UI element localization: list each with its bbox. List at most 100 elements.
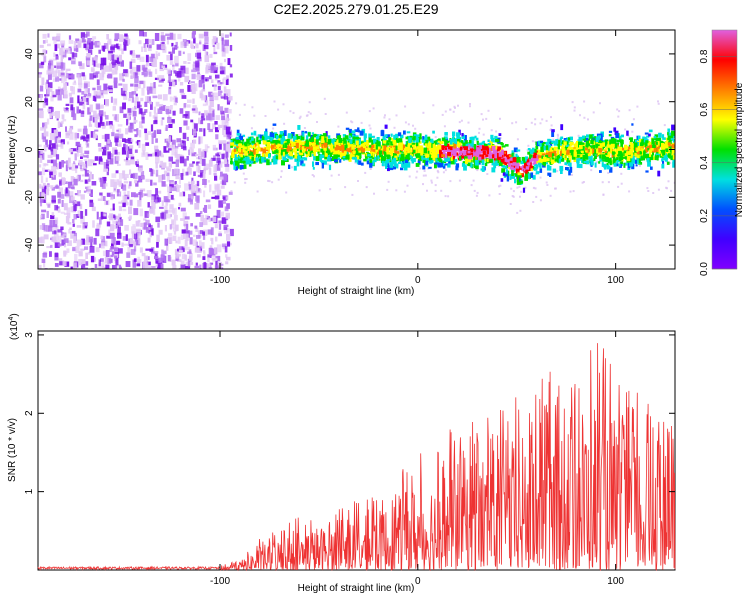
heatmap-faint-cell: [490, 129, 493, 132]
heatmap-band-cell: [564, 162, 568, 165]
heatmap-noise-cell: [161, 117, 165, 120]
heatmap-band-cell: [538, 140, 541, 145]
heatmap-faint-cell: [486, 173, 489, 175]
heatmap-band-cell: [441, 137, 446, 142]
heatmap-band-cell: [313, 150, 316, 157]
heatmap-band-cell: [271, 140, 276, 146]
heatmap-band-cell: [266, 159, 270, 166]
heatmap-band-cell: [308, 151, 312, 157]
heatmap-noise-cell: [225, 126, 231, 135]
heatmap-noise-cell: [210, 248, 215, 255]
heatmap-band-cell: [356, 159, 359, 165]
heatmap-band-cell: [389, 167, 394, 171]
heatmap-noise-cell: [113, 243, 117, 250]
heatmap-band-cell: [647, 141, 651, 145]
heatmap-band-cell: [447, 152, 451, 156]
heatmap-band-cell: [358, 160, 362, 165]
heatmap-band-cell: [524, 171, 528, 178]
heatmap-noise-cell: [118, 205, 122, 212]
heatmap-band-cell: [281, 160, 285, 166]
heatmap-noise-cell: [51, 65, 55, 71]
heatmap-noise-cell: [158, 229, 163, 235]
heatmap-band-cell: [644, 154, 648, 159]
heatmap-band-cell: [444, 132, 448, 136]
heatmap-noise-cell: [208, 105, 212, 114]
heatmap-noise-cell: [65, 187, 68, 194]
heatmap-band-cell: [548, 165, 552, 171]
heatmap-noise-cell: [204, 205, 208, 213]
heatmap-band-cell: [477, 156, 482, 161]
heatmap-noise-cell: [60, 211, 65, 214]
heatmap-band-cell: [230, 144, 233, 148]
heatmap-noise-cell: [68, 128, 73, 134]
heatmap-noise-cell: [203, 252, 206, 261]
heatmap-band-cell: [489, 158, 493, 163]
heatmap-band-cell: [432, 156, 436, 161]
heatmap-noise-cell: [188, 149, 191, 156]
heatmap-band-cell: [275, 155, 278, 160]
heatmap-noise-cell: [55, 217, 59, 225]
heatmap-band-cell: [250, 152, 254, 156]
heatmap-noise-cell: [64, 261, 70, 267]
heatmap-noise-cell: [100, 63, 105, 71]
heatmap-noise-cell: [61, 160, 64, 168]
heatmap-band-cell: [537, 155, 542, 161]
heatmap-noise-cell: [157, 130, 161, 133]
heatmap-noise-cell: [138, 167, 143, 173]
heatmap-faint-cell: [436, 176, 439, 179]
heatmap-noise-cell: [139, 121, 143, 128]
heatmap-noise-cell: [147, 237, 151, 243]
heatmap-faint-cell: [285, 191, 288, 194]
heatmap-faint-cell: [443, 125, 446, 128]
heatmap-noise-cell: [166, 213, 172, 219]
heatmap-band-cell: [527, 148, 531, 151]
heatmap-noise-cell: [57, 86, 61, 92]
heatmap-x-tick-label: 100: [607, 275, 624, 286]
heatmap-noise-cell: [61, 235, 65, 239]
heatmap-noise-cell: [183, 120, 188, 126]
heatmap-noise-cell: [60, 120, 64, 124]
heatmap-noise-cell: [133, 243, 137, 252]
heatmap-noise-cell: [81, 135, 86, 140]
heatmap-band-cell: [649, 154, 654, 160]
heatmap-noise-cell: [172, 64, 175, 67]
heatmap-band-cell: [327, 149, 331, 153]
heatmap-band-cell: [477, 150, 481, 155]
heatmap-noise-cell: [197, 72, 200, 76]
heatmap-noise-cell: [130, 50, 135, 57]
heatmap-band-cell: [665, 145, 669, 148]
heatmap-band-cell: [646, 135, 650, 138]
heatmap-band-cell: [329, 144, 334, 151]
heatmap-noise-cell: [105, 115, 109, 120]
heatmap-band-cell: [641, 139, 644, 145]
heatmap-band-cell: [241, 164, 245, 170]
heatmap-noise-cell: [105, 250, 110, 257]
heatmap-band-cell: [308, 142, 312, 146]
heatmap-band-cell: [551, 129, 555, 133]
heatmap-noise-cell: [203, 229, 208, 236]
heatmap-noise-cell: [90, 239, 93, 247]
heatmap-band-cell: [422, 165, 426, 170]
heatmap-noise-cell: [68, 92, 72, 97]
heatmap-band-cell: [566, 149, 570, 155]
heatmap-faint-cell: [478, 127, 481, 130]
heatmap-noise-cell: [217, 80, 221, 84]
heatmap-band-cell: [462, 142, 466, 147]
heatmap-band-cell: [629, 162, 634, 167]
heatmap-noise-cell: [186, 167, 192, 175]
heatmap-noise-cell: [61, 51, 64, 56]
heatmap-noise-cell: [95, 94, 101, 99]
heatmap-noise-cell: [153, 194, 159, 203]
heatmap-noise-cell: [199, 222, 203, 227]
heatmap-noise-cell: [132, 107, 136, 112]
heatmap-noise-cell: [111, 69, 115, 75]
heatmap-noise-cell: [130, 153, 134, 156]
heatmap-band-cell: [569, 136, 573, 141]
heatmap-noise-cell: [61, 114, 65, 120]
heatmap-noise-cell: [131, 231, 135, 240]
heatmap-noise-cell: [225, 149, 229, 158]
heatmap-band-cell: [331, 158, 335, 161]
heatmap-noise-cell: [39, 201, 43, 207]
heatmap-noise-cell: [83, 222, 88, 227]
heatmap-noise-cell: [168, 233, 173, 237]
